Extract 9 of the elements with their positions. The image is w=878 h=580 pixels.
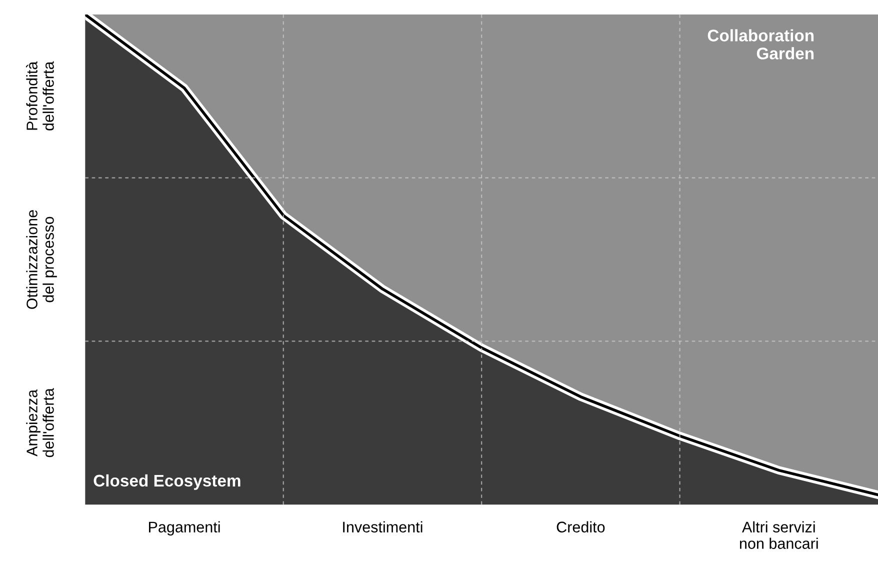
annotation: Collaboration Garden (708, 29, 814, 60)
x-tick-label: Altri servizi non bancari (740, 521, 818, 549)
x-tick-label: Credito (556, 521, 605, 532)
x-tick-label: Investimenti (343, 521, 422, 532)
text: Profondità dell'offerta (26, 61, 54, 130)
annotation: Closed Ecosystem (94, 474, 240, 490)
text: Ottimizzazione del processo (26, 210, 57, 309)
text: Ampiezza dell'offerta (26, 388, 54, 458)
x-tick-label: Pagamenti (149, 521, 220, 536)
